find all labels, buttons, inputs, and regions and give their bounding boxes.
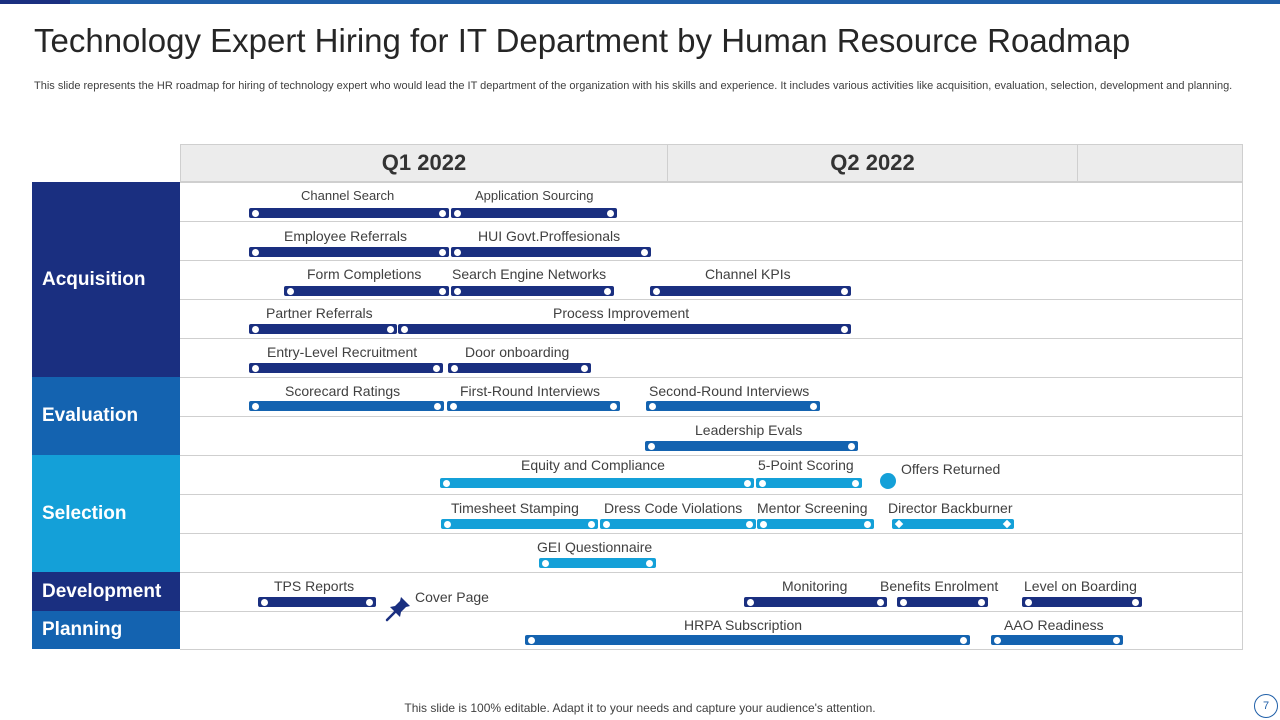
- row-divider: [180, 221, 1243, 222]
- task-label: HUI Govt.Proffesionals: [478, 228, 621, 244]
- row-divider: [180, 377, 1243, 378]
- row-divider: [180, 611, 1243, 612]
- category-development: Development: [32, 572, 180, 611]
- task-label: Channel KPIs: [705, 266, 791, 282]
- footer-note: This slide is 100% editable. Adapt it to…: [404, 701, 876, 715]
- row-divider: [180, 416, 1243, 417]
- row-divider: [180, 182, 1243, 183]
- task-bar: [249, 363, 443, 373]
- task-bar: [441, 519, 598, 529]
- task-bar: [525, 635, 970, 645]
- task-label: Channel Search: [301, 188, 395, 203]
- task-label: Offers Returned: [901, 461, 1001, 477]
- task-label: Level on Boarding: [1024, 578, 1137, 594]
- task-label: GEI Questionnaire: [537, 539, 653, 555]
- task-bar: [1022, 597, 1142, 607]
- slide-title: Technology Expert Hiring for IT Departme…: [34, 22, 1131, 59]
- row-divider: [180, 494, 1243, 495]
- row-divider: [180, 533, 1243, 534]
- slide-description: This slide represents the HR roadmap for…: [34, 80, 1233, 92]
- task-bar: [451, 208, 617, 218]
- task-bar: [757, 519, 874, 529]
- row-divider: [180, 572, 1243, 573]
- task-label: Leadership Evals: [695, 422, 803, 438]
- top-accent-segment: [0, 0, 70, 4]
- task-label: AAO Readiness: [1004, 617, 1104, 633]
- row-divider: [180, 338, 1243, 339]
- top-accent-bar: [0, 0, 1280, 4]
- task-label: TPS Reports: [274, 578, 355, 594]
- task-bar: [650, 286, 851, 296]
- task-bar: [249, 324, 397, 334]
- category-evaluation: Evaluation: [32, 377, 180, 455]
- task-label: Employee Referrals: [284, 228, 407, 244]
- task-bar: [448, 363, 591, 373]
- task-bar: [440, 478, 754, 488]
- task-bar: [249, 208, 449, 218]
- task-label: Monitoring: [782, 578, 848, 594]
- task-bar: [249, 247, 449, 257]
- task-label: Mentor Screening: [757, 500, 868, 516]
- task-bar: [897, 597, 988, 607]
- task-label: Scorecard Ratings: [285, 383, 401, 399]
- task-label: Cover Page: [415, 589, 489, 605]
- task-bar: [744, 597, 887, 607]
- task-label: HRPA Subscription: [684, 617, 803, 633]
- row-divider: [180, 260, 1243, 261]
- task-bar: [539, 558, 656, 568]
- page-number: 7: [1254, 694, 1278, 718]
- milestone-marker: [880, 473, 896, 489]
- task-label: Application Sourcing: [475, 188, 594, 203]
- task-label: Director Backburner: [888, 500, 1013, 516]
- task-bar: [284, 286, 449, 296]
- task-label: First-Round Interviews: [460, 383, 601, 399]
- task-bar: [447, 401, 620, 411]
- row-divider: [180, 649, 1243, 650]
- task-label: 5-Point Scoring: [758, 457, 854, 473]
- task-label: Dress Code Violations: [604, 500, 743, 516]
- task-bar: [451, 286, 614, 296]
- task-bar: [756, 478, 862, 488]
- row-divider: [180, 299, 1243, 300]
- task-label: Partner Referrals: [266, 305, 373, 321]
- task-label: Second-Round Interviews: [649, 383, 810, 399]
- task-label: Timesheet Stamping: [451, 500, 579, 516]
- task-bar: [398, 324, 851, 334]
- task-bar: [991, 635, 1123, 645]
- category-acquisition: Acquisition: [32, 182, 180, 377]
- task-label: Benefits Enrolment: [880, 578, 999, 594]
- task-bar: [645, 441, 858, 451]
- quarter-header-empty: [1077, 144, 1243, 182]
- task-bar: [451, 247, 651, 257]
- quarter-header-q2: Q2 2022: [667, 144, 1078, 182]
- category-selection: Selection: [32, 455, 180, 572]
- task-label: Search Engine Networks: [452, 266, 607, 282]
- task-bar: [646, 401, 820, 411]
- task-bar: [249, 401, 444, 411]
- grid-right-border: [1242, 182, 1243, 650]
- task-bar: [258, 597, 376, 607]
- task-bar: [892, 519, 1014, 529]
- task-label: Form Completions: [307, 266, 422, 282]
- task-bar: [600, 519, 756, 529]
- row-divider: [180, 455, 1243, 456]
- quarter-header-q1: Q1 2022: [180, 144, 668, 182]
- task-label: Door onboarding: [465, 344, 570, 360]
- task-label: Entry-Level Recruitment: [267, 344, 418, 360]
- task-label: Equity and Compliance: [521, 457, 665, 473]
- category-planning: Planning: [32, 611, 180, 649]
- task-label: Process Improvement: [553, 305, 690, 321]
- pushpin-icon: [385, 597, 410, 622]
